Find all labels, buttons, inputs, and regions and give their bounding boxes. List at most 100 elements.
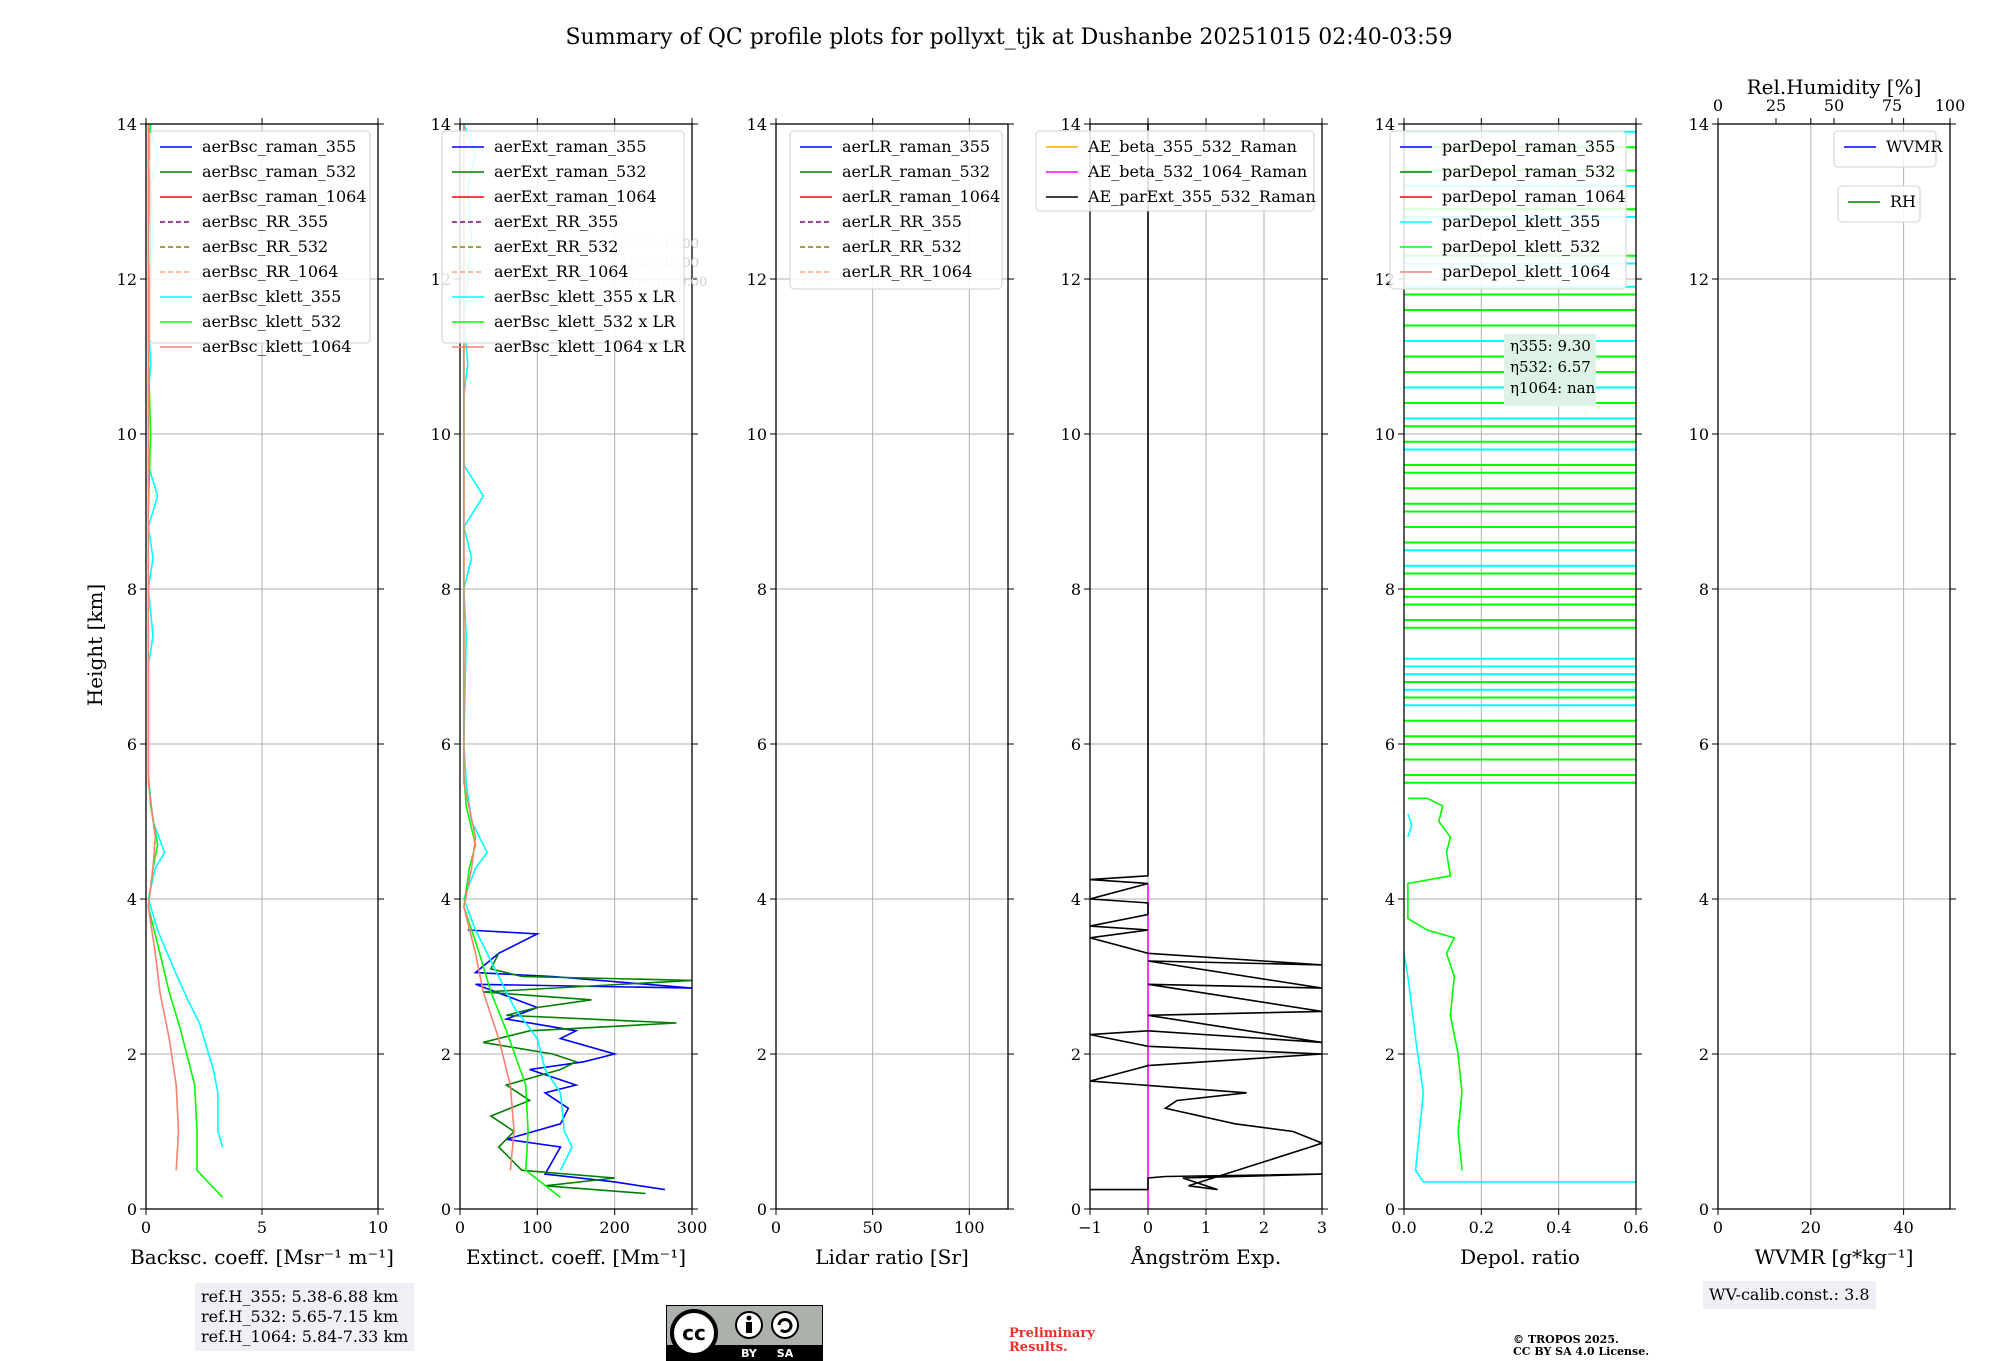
legend-frame <box>1035 130 1315 212</box>
legend-label: aerLR_raman_532 <box>842 162 990 181</box>
panel-wv: 0 20 40 0 2 4 6 8 10 12 14 WVMR [g*kg⁻¹] 0 25 50 75 100 R… <box>1689 75 1966 1269</box>
x-tick-label: 50 <box>862 1218 882 1237</box>
legend-label: aerExt_RR_1064 <box>494 262 629 281</box>
legend-label: aerBsc_klett_532 x LR <box>494 312 676 331</box>
legend: parDepol_raman_355 parDepol_raman_532 parD… <box>1389 130 1627 290</box>
x-tick-label: 10 <box>368 1218 388 1237</box>
y-tick-label: 8 <box>1699 580 1709 599</box>
x-axis-label: WVMR [g*kg⁻¹] <box>1755 1245 1914 1269</box>
rh-tick-label: 75 <box>1882 96 1902 115</box>
y-tick-label: 14 <box>747 115 767 134</box>
y-tick-label: 8 <box>1385 580 1395 599</box>
x-tick-label: 3 <box>1317 1218 1327 1237</box>
legend-frame <box>149 130 371 344</box>
y-tick-label: 14 <box>117 115 137 134</box>
x-tick-label: −1 <box>1078 1218 1102 1237</box>
sa-share-icon <box>771 1311 799 1339</box>
x-tick-label: 0 <box>1143 1218 1153 1237</box>
x-tick-label: 2 <box>1259 1218 1269 1237</box>
legend-label: aerBsc_RR_355 <box>202 212 328 231</box>
series-aerext-raman-355 <box>467 929 692 1191</box>
ref-height-1064: ref.H_1064: 5.84-7.33 km <box>201 1327 409 1346</box>
by-label: BY <box>741 1347 758 1360</box>
legend-label: aerBsc_raman_1064 <box>202 187 367 206</box>
eta-note-line: η355: 9.30 <box>1510 337 1591 355</box>
legend-label: parDepol_raman_532 <box>1442 162 1615 181</box>
legend-label: RH <box>1890 192 1916 211</box>
legend-frame <box>789 130 1003 290</box>
y-tick-label: 4 <box>1699 890 1709 909</box>
eta-note-box: η355: 9.30 η532: 6.57 η1064: nan <box>1504 334 1596 406</box>
y-tick-label: 2 <box>757 1045 767 1064</box>
legend-label: AE_beta_532_1064_Raman <box>1087 162 1307 181</box>
legend: aerExt_raman_355 aerExt_raman_532 aerExt_r… <box>441 130 686 356</box>
y-tick-label: 6 <box>757 735 767 754</box>
y-tick-label: 12 <box>1061 270 1081 289</box>
y-tick-label: 6 <box>1385 735 1395 754</box>
x-tick-label: 100 <box>522 1218 553 1237</box>
legend-label: aerBsc_raman_355 <box>202 137 356 156</box>
legend-label: aerBsc_klett_355 <box>202 287 341 306</box>
legend-frame <box>441 130 685 344</box>
x-tick-label: 40 <box>1893 1218 1913 1237</box>
legend-label: aerExt_raman_532 <box>494 162 647 181</box>
y-tick-label: 0 <box>127 1200 137 1219</box>
y-tick-label: 10 <box>117 425 137 444</box>
x-axis-label: Extinct. coeff. [Mm⁻¹] <box>466 1245 686 1269</box>
x-tick-label: 5 <box>257 1218 267 1237</box>
x-tick-label: 0.2 <box>1469 1218 1494 1237</box>
x-tick-label: 100 <box>954 1218 985 1237</box>
y-tick-label: 0 <box>757 1200 767 1219</box>
legend-label: aerLR_RR_532 <box>842 237 962 256</box>
y-tick-label: 4 <box>441 890 451 909</box>
x-tick-label: 0.0 <box>1391 1218 1416 1237</box>
eta-note-line: η532: 6.57 <box>1510 358 1591 376</box>
y-tick-label: 12 <box>747 270 767 289</box>
legend-label: parDepol_raman_355 <box>1442 137 1615 156</box>
series-aerbsc-klett-1064-x-lr <box>463 124 515 1171</box>
y-tick-label: 4 <box>1385 890 1395 909</box>
legend-label: parDepol_raman_1064 <box>1442 187 1626 206</box>
x-tick-label: 20 <box>1801 1218 1821 1237</box>
y-tick-label: 12 <box>1689 270 1709 289</box>
y-tick-label: 6 <box>1071 735 1081 754</box>
series-ae-parext-355-532-raman <box>1090 124 1322 1191</box>
legend: aerLR_raman_355 aerLR_raman_532 aerLR_rama… <box>789 130 1003 290</box>
legend-label: aerLR_raman_1064 <box>842 187 1000 206</box>
legend-label: aerBsc_klett_1064 <box>202 337 351 356</box>
rh-tick-label: 50 <box>1824 96 1844 115</box>
y-tick-label: 10 <box>1061 425 1081 444</box>
y-tick-label: 8 <box>127 580 137 599</box>
wv-calibration-box: WV-calib.const.: 3.8 <box>1703 1281 1876 1309</box>
legend: RH <box>1837 185 1921 223</box>
y-tick-label: 10 <box>431 425 451 444</box>
y-tick-label: 12 <box>117 270 137 289</box>
x-tick-label: 1 <box>1201 1218 1211 1237</box>
cc-icon <box>670 1309 718 1357</box>
y-tick-label: 8 <box>757 580 767 599</box>
eta-note-line: η1064: nan <box>1510 379 1596 397</box>
y-tick-label: 6 <box>441 735 451 754</box>
y-tick-label: 4 <box>1071 890 1081 909</box>
ref-height-532: ref.H_532: 5.65-7.15 km <box>201 1307 399 1326</box>
y-tick-label: 14 <box>1375 115 1395 134</box>
x-tick-label: 300 <box>677 1218 708 1237</box>
figure-title: Summary of QC profile plots for pollyxt_… <box>565 25 1452 50</box>
copyright-line-1: © TROPOS 2025. <box>1513 1333 1619 1346</box>
legend: aerBsc_raman_355 aerBsc_raman_532 aerBsc_r… <box>149 130 371 356</box>
y-tick-label: 8 <box>1071 580 1081 599</box>
axes-frame <box>1403 123 1637 1210</box>
preliminary-results-note: Preliminary Results. <box>1009 1327 1095 1355</box>
series-pardepol-klett-355-4-8-5-1-km- <box>1407 813 1413 838</box>
y-tick-label: 10 <box>1689 425 1709 444</box>
y-tick-label: 0 <box>1385 1200 1395 1219</box>
rh-axis-label: Rel.Humidity [%] <box>1747 75 1922 99</box>
y-tick-label: 2 <box>127 1045 137 1064</box>
axes-frame <box>459 123 693 1210</box>
y-tick-label: 10 <box>747 425 767 444</box>
legend-label: aerBsc_klett_355 x LR <box>494 287 676 306</box>
series-aerext-raman-532 <box>483 952 692 1195</box>
legend-label: AE_beta_355_532_Raman <box>1087 137 1297 156</box>
